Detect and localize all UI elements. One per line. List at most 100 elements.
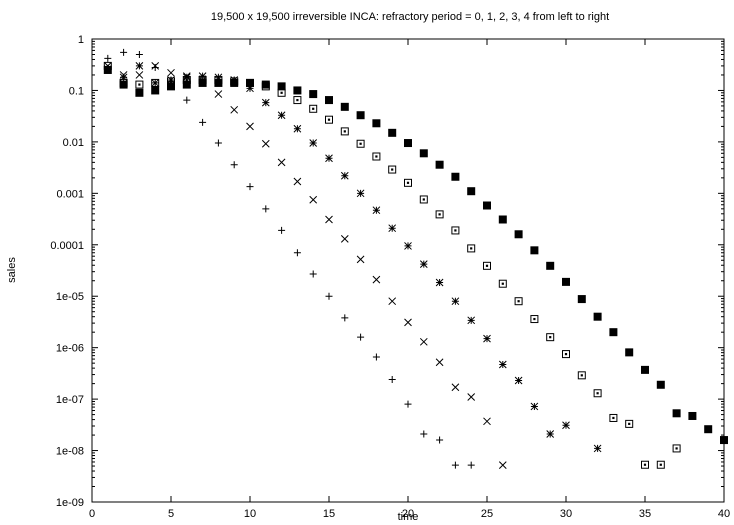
data-point-box	[625, 419, 634, 428]
data-point-filled-box	[530, 246, 539, 255]
data-point-box	[562, 350, 570, 359]
data-point-filled-box	[182, 80, 191, 89]
data-point-star	[246, 84, 254, 93]
data-point-box	[356, 139, 365, 148]
data-point-box	[293, 96, 302, 105]
data-point-filled-box	[688, 411, 697, 420]
data-point-plus	[151, 63, 159, 71]
data-point-star	[593, 444, 602, 453]
y-tick-label: 1e-06	[56, 343, 84, 355]
data-point-filled-box	[198, 78, 207, 87]
x-tick-label: 15	[323, 508, 335, 520]
data-point-filled-box	[293, 86, 302, 95]
data-point-plus	[451, 461, 459, 469]
data-point-box	[672, 444, 681, 453]
data-point-filled-box	[483, 201, 491, 210]
x-tick-label: 40	[718, 508, 730, 520]
data-point-star	[467, 316, 476, 325]
data-point-filled-box	[435, 160, 444, 169]
data-point-filled-box	[356, 111, 365, 120]
y-tick-label: 0.0001	[50, 240, 84, 252]
data-point-filled-box	[151, 86, 160, 95]
data-point-box	[340, 127, 349, 136]
data-point-box	[546, 333, 555, 342]
data-point-filled-box	[214, 78, 223, 87]
data-point-filled-box	[388, 128, 397, 137]
x-tick-label: 20	[402, 508, 414, 520]
data-point-filled-box	[577, 295, 586, 304]
data-point-star	[340, 171, 349, 180]
data-point-plus	[388, 376, 396, 384]
data-point-star	[261, 98, 270, 107]
data-point-filled-box	[340, 102, 349, 111]
data-point-star	[483, 334, 491, 343]
data-point-star	[419, 260, 428, 269]
data-point-filled-box	[593, 312, 602, 321]
data-point-plus	[420, 430, 428, 438]
data-point-filled-box	[103, 65, 112, 74]
data-point-filled-box	[246, 78, 254, 87]
data-point-plus	[230, 161, 238, 169]
data-point-cross	[293, 177, 302, 186]
x-tick-label: 35	[639, 508, 651, 520]
data-point-cross	[435, 358, 444, 367]
data-point-star	[135, 62, 144, 70]
y-tick-label: 1e-09	[56, 497, 84, 509]
data-point-star	[562, 421, 570, 430]
data-point-filled-box	[625, 348, 634, 357]
x-axis: 0 5 10 15 20 25 30 35 40	[89, 39, 730, 520]
data-point-filled-box	[720, 436, 728, 445]
data-point-cross	[309, 195, 318, 204]
data-point-filled-box	[135, 88, 144, 97]
chart-title: 19,500 x 19,500 irreversible INCA: refra…	[211, 11, 609, 23]
data-point-star	[435, 278, 444, 287]
data-point-filled-box	[546, 261, 555, 270]
data-point-box	[388, 165, 397, 174]
plot-frame	[91, 38, 725, 503]
data-point-box	[309, 104, 318, 113]
data-point-star	[325, 154, 333, 163]
data-point-plus	[135, 50, 143, 58]
data-point-cross	[151, 62, 160, 70]
data-point-filled-box	[404, 139, 412, 148]
data-point-star	[404, 242, 412, 250]
data-point-box	[530, 315, 539, 324]
data-point-cross	[340, 235, 349, 243]
data-point-plus	[214, 139, 222, 147]
y-axis: 1e-09 1e-08 1e-07 1e-06 1e-05 0.0001 0.001 0.01…	[50, 34, 724, 509]
data-point-cross	[325, 215, 333, 224]
data-point-star	[277, 111, 286, 120]
data-point-cross	[498, 461, 507, 470]
data-point-plus	[278, 226, 286, 234]
data-point-cross	[483, 417, 491, 426]
data-point-cross	[451, 383, 460, 392]
data-point-star	[530, 402, 539, 411]
data-point-filled-box	[467, 187, 476, 196]
data-point-star	[214, 73, 223, 82]
data-point-plus	[246, 183, 254, 191]
data-point-plus	[436, 436, 444, 444]
data-point-box	[135, 80, 144, 89]
data-point-filled-box	[514, 230, 523, 239]
y-tick-label: 1	[78, 34, 84, 46]
data-point-star	[388, 224, 397, 233]
data-point-plus	[104, 54, 112, 62]
x-tick-label: 5	[168, 508, 174, 520]
data-point-box	[435, 210, 444, 219]
data-point-cross	[356, 255, 365, 264]
data-point-plus	[372, 353, 380, 361]
data-point-cross	[135, 71, 144, 79]
y-tick-label: 0.001	[56, 188, 84, 200]
data-point-plus	[357, 333, 365, 341]
data-point-box	[593, 389, 602, 398]
y-tick-label: 1e-05	[56, 291, 84, 303]
y-axis-label: sales	[6, 257, 18, 283]
data-point-box	[641, 460, 649, 469]
data-point-box	[498, 279, 507, 288]
data-point-plus	[467, 461, 475, 469]
data-point-filled-box	[562, 277, 570, 286]
data-point-filled-box	[451, 172, 460, 181]
data-point-cross	[246, 122, 254, 131]
x-tick-label: 0	[89, 508, 95, 520]
